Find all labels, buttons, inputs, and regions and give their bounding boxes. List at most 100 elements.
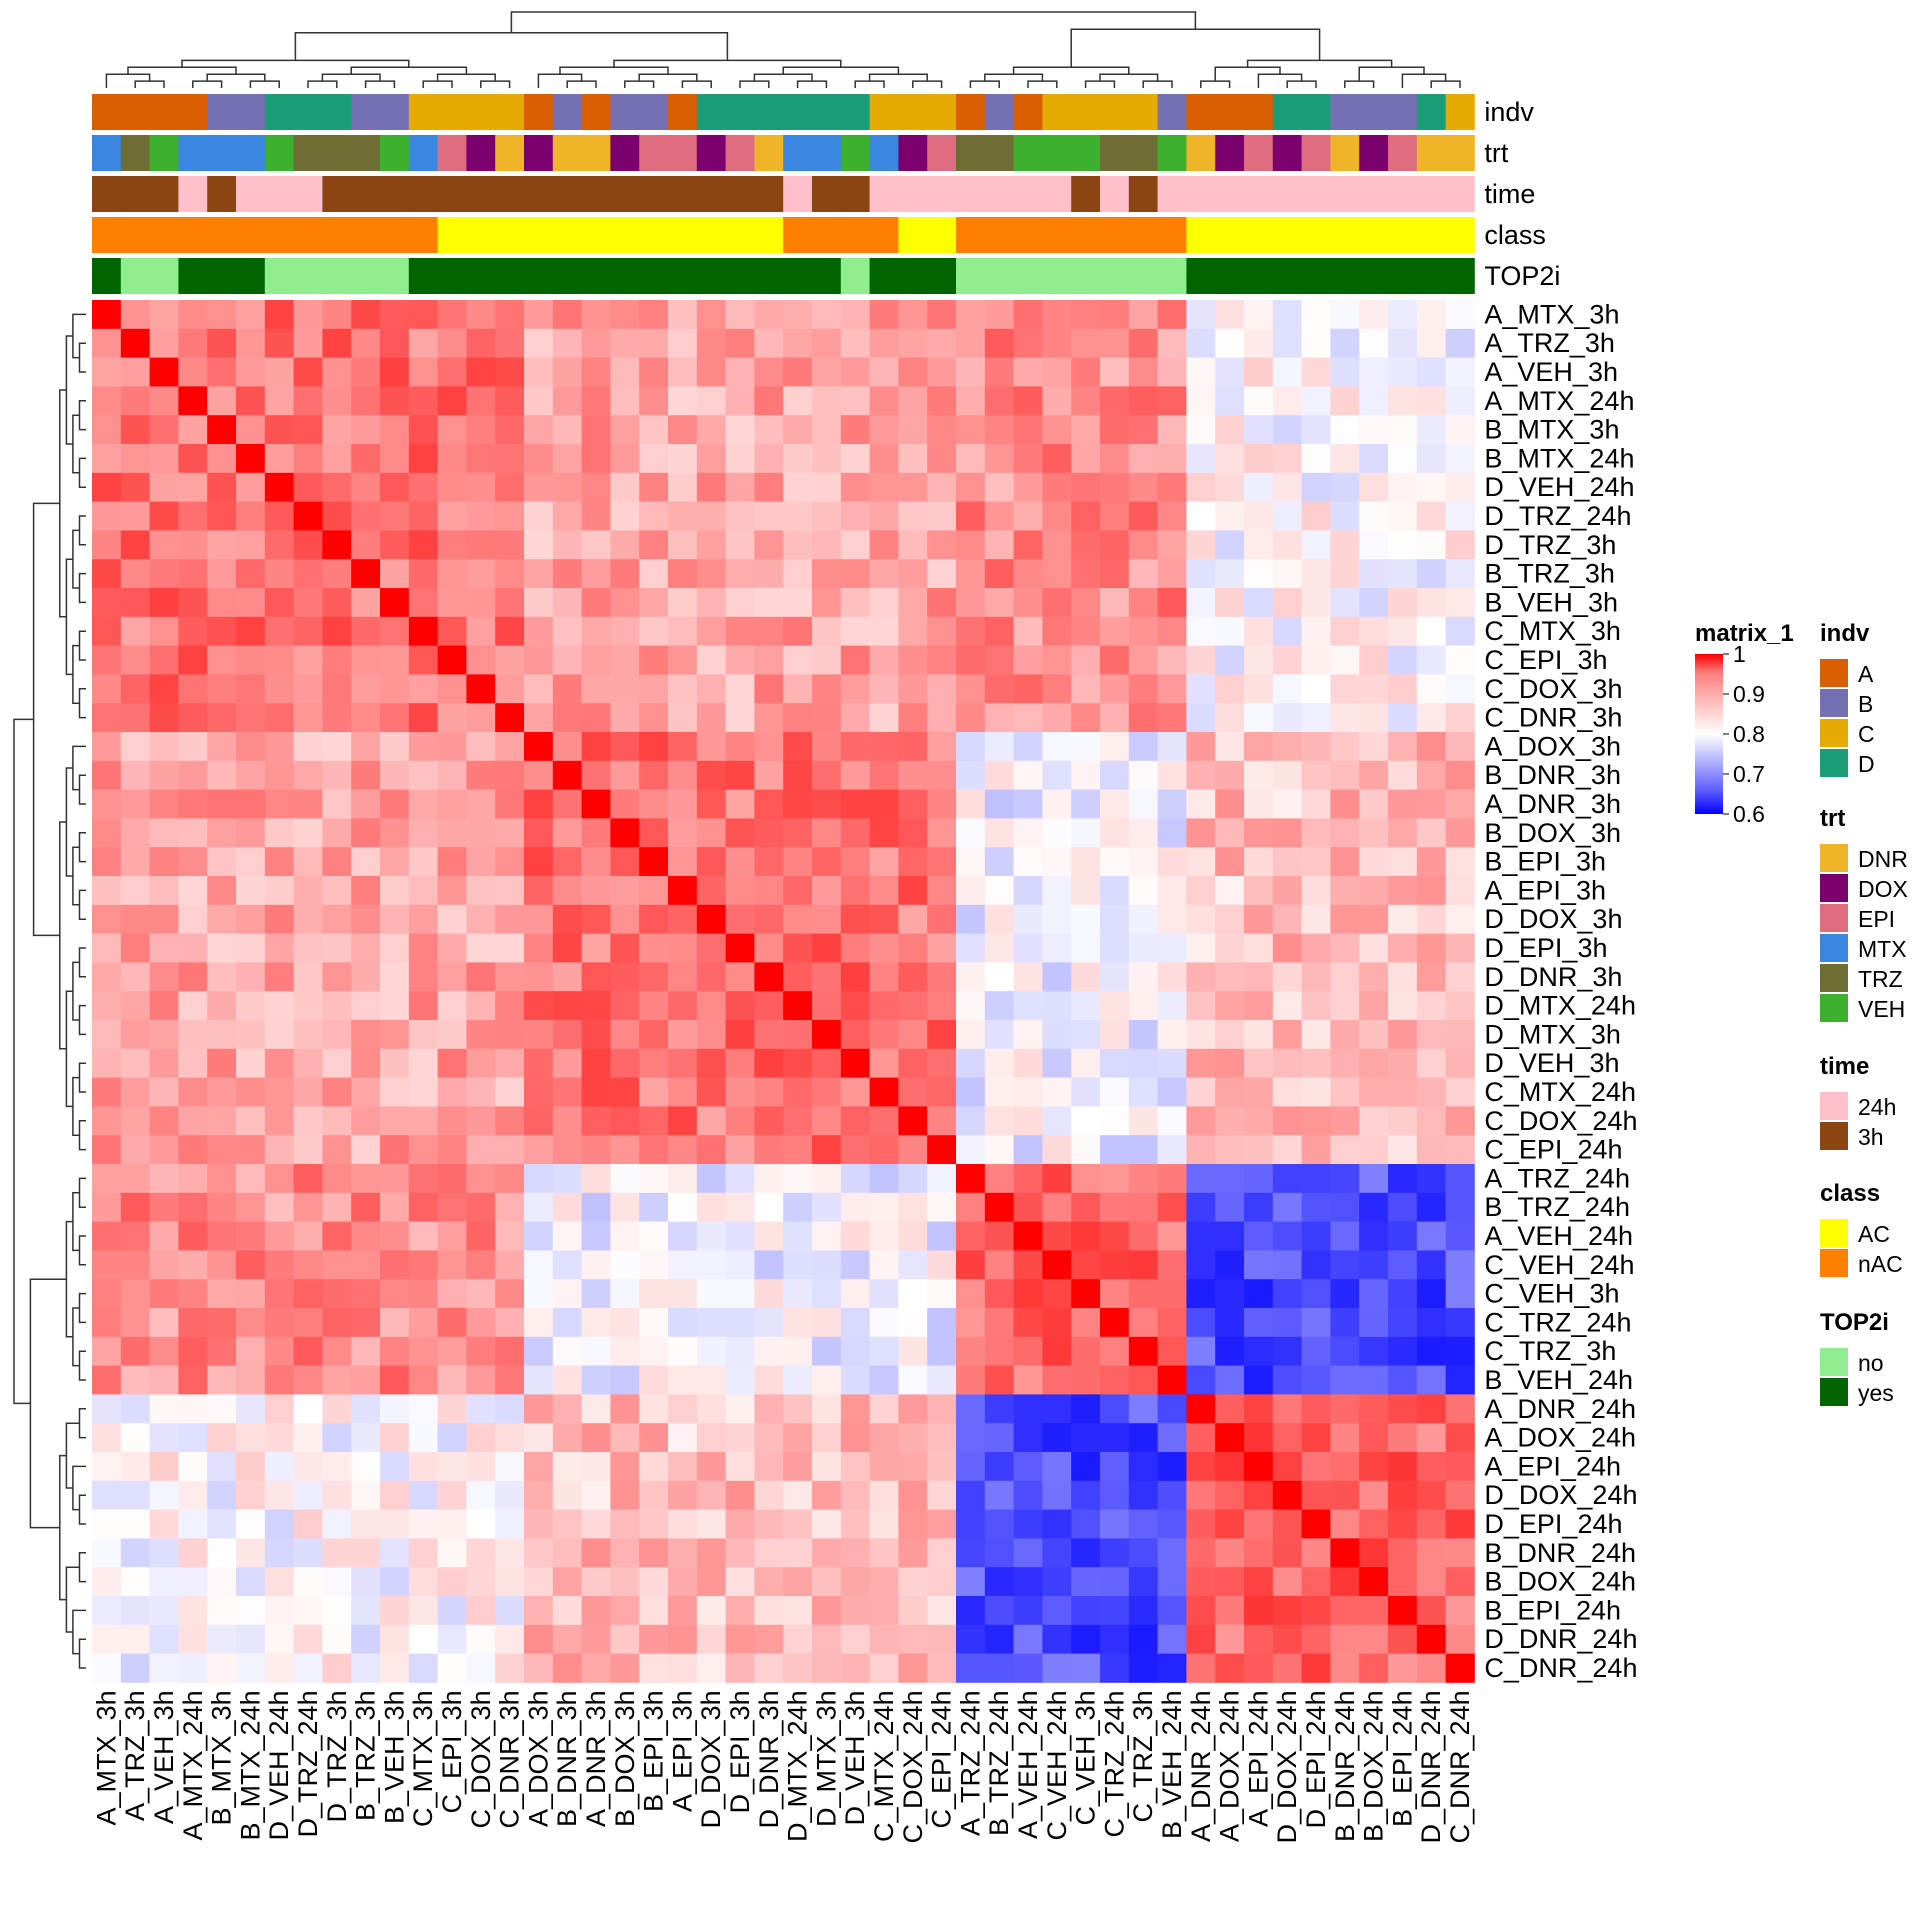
heatmap-cell: [495, 530, 525, 560]
dendrogram-branch: [782, 66, 900, 75]
heatmap-cell: [1359, 674, 1389, 704]
heatmap-cell: [812, 1624, 842, 1654]
heatmap-cell: [236, 1452, 266, 1482]
heatmap-cell: [1042, 962, 1072, 992]
heatmap-cell: [725, 1221, 755, 1251]
heatmap-cell: [1071, 1480, 1101, 1510]
heatmap-cell: [1244, 1048, 1274, 1078]
heatmap-cell: [149, 876, 179, 906]
heatmap-cell: [264, 1279, 294, 1309]
heatmap-cell: [1445, 1653, 1475, 1683]
heatmap-cell: [1128, 1048, 1158, 1078]
heatmap-cell: [1244, 1624, 1274, 1654]
heatmap-cell: [207, 1653, 237, 1683]
heatmap-cell: [754, 962, 784, 992]
heatmap-cell: [1244, 1308, 1274, 1338]
heatmap-cell: [1301, 645, 1331, 675]
heatmap-cell: [581, 789, 611, 819]
heatmap-cell: [437, 1624, 467, 1654]
heatmap-cell: [437, 1538, 467, 1568]
heatmap-cell: [1301, 530, 1331, 560]
heatmap-cell: [466, 1596, 496, 1626]
heatmap-cell: [927, 1308, 957, 1338]
heatmap-cell: [120, 674, 150, 704]
heatmap-cell: [1272, 1394, 1302, 1424]
column-label: C_EPI_3h: [437, 1690, 467, 1813]
heatmap-cell: [92, 1279, 122, 1309]
heatmap-cell: [178, 616, 208, 646]
heatmap-cell: [783, 386, 813, 416]
heatmap-cell: [668, 530, 698, 560]
heatmap-cell: [1215, 1250, 1245, 1280]
heatmap-cell: [1272, 760, 1302, 790]
heatmap-cell: [581, 847, 611, 877]
heatmap-cell: [668, 789, 698, 819]
heatmap-cell: [293, 818, 323, 848]
heatmap-cell: [207, 1452, 237, 1482]
heatmap-cell: [293, 300, 323, 330]
heatmap-cell: [1042, 674, 1072, 704]
heatmap-cell: [754, 1365, 784, 1395]
heatmap-cell: [639, 328, 669, 358]
legend-label: MTX: [1858, 936, 1907, 962]
heatmap-cell: [1416, 328, 1446, 358]
heatmap-cell: [1445, 991, 1475, 1021]
heatmap-cell: [1013, 357, 1043, 387]
heatmap-cell: [639, 1221, 669, 1251]
annotation-cell-class: [149, 217, 179, 253]
heatmap-cell: [322, 415, 352, 445]
heatmap-cell: [178, 1279, 208, 1309]
heatmap-cell: [1445, 703, 1475, 733]
heatmap-cell: [1215, 1308, 1245, 1338]
annotation-cell-class: [696, 217, 726, 253]
heatmap-cell: [322, 789, 352, 819]
heatmap-cell: [1042, 386, 1072, 416]
heatmap-cell: [754, 674, 784, 704]
annotation-cell-indv: [1157, 94, 1187, 130]
heatmap-cell: [639, 300, 669, 330]
heatmap-cell: [1359, 645, 1389, 675]
heatmap-cell: [1186, 300, 1216, 330]
heatmap-cell: [668, 1250, 698, 1280]
heatmap-cell: [1244, 1653, 1274, 1683]
heatmap-cell: [956, 1423, 986, 1453]
heatmap-cell: [524, 1480, 554, 1510]
heatmap-cell: [1272, 1250, 1302, 1280]
row-label: C_DNR_3h: [1484, 703, 1622, 733]
heatmap-cell: [408, 1308, 438, 1338]
heatmap-cell: [984, 1308, 1014, 1338]
heatmap-cell: [984, 674, 1014, 704]
row-label: A_TRZ_24h: [1484, 1163, 1630, 1193]
heatmap-cell: [1042, 789, 1072, 819]
heatmap-cell: [581, 1020, 611, 1050]
heatmap-cell: [178, 645, 208, 675]
heatmap-cell: [495, 760, 525, 790]
heatmap-cell: [1186, 588, 1216, 618]
heatmap-cell: [524, 876, 554, 906]
heatmap-cell: [408, 703, 438, 733]
annotation-cell-time: [1359, 176, 1389, 212]
heatmap-cell: [725, 357, 755, 387]
heatmap-cell: [1100, 1135, 1130, 1165]
heatmap-cell: [351, 1192, 381, 1222]
annotation-cell-indv: [1445, 94, 1475, 130]
heatmap-cell: [178, 1164, 208, 1194]
heatmap-cell: [1388, 559, 1418, 589]
heatmap-cell: [207, 1048, 237, 1078]
heatmap-cell: [149, 847, 179, 877]
heatmap-cell: [1388, 847, 1418, 877]
heatmap-cell: [322, 300, 352, 330]
heatmap-cell: [1272, 357, 1302, 387]
heatmap-cell: [1100, 1538, 1130, 1568]
heatmap-cell: [610, 904, 640, 934]
heatmap-cell: [207, 933, 237, 963]
row-label: C_DOX_3h: [1484, 674, 1622, 704]
heatmap-cell: [1359, 1365, 1389, 1395]
heatmap-cell: [1100, 1480, 1130, 1510]
heatmap-cell: [524, 559, 554, 589]
annotation-cell-TOP2i: [1244, 258, 1274, 294]
heatmap-cell: [581, 1279, 611, 1309]
heatmap-cell: [207, 1624, 237, 1654]
heatmap-cell: [1445, 1135, 1475, 1165]
heatmap-cell: [783, 645, 813, 675]
